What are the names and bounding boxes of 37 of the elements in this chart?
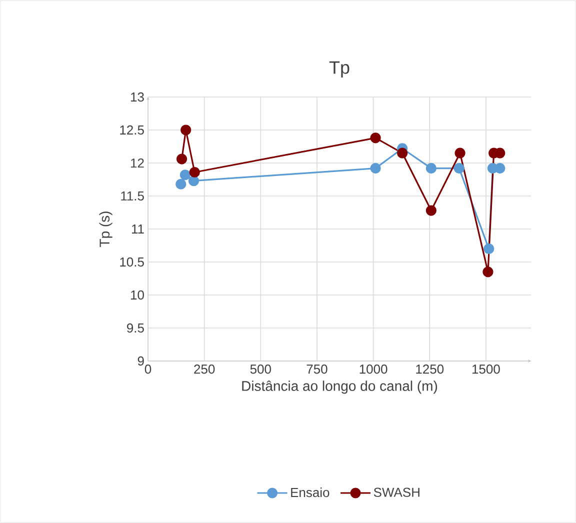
y-tick-label: 11.5 — [121, 191, 144, 201]
y-axis-title: Tp (s) — [99, 212, 112, 247]
point — [180, 170, 190, 180]
point — [370, 132, 381, 144]
x-tick-label: 250 — [194, 364, 215, 374]
point — [426, 205, 436, 216]
x-tick-label: 1250 — [416, 364, 444, 374]
y-tick-label: 11 — [132, 224, 144, 234]
legend-label: Ensaio — [291, 488, 330, 498]
x-tick-label: 500 — [250, 364, 271, 374]
point — [482, 266, 494, 278]
y-tick-label: 9 — [138, 356, 144, 366]
legend-label: SWASH — [374, 488, 420, 497]
point — [188, 176, 200, 186]
y-tick-label: 10 — [130, 290, 144, 300]
chart-title: Tp — [329, 61, 350, 78]
point — [397, 148, 408, 158]
point — [370, 162, 381, 174]
x-axis-title: Distância ao longo do canal (m) — [242, 380, 438, 394]
point — [454, 162, 464, 174]
point — [484, 244, 494, 254]
y-tick-label: 10.5 — [120, 257, 144, 267]
point — [180, 124, 192, 136]
y-tick-label: 13 — [130, 92, 144, 102]
x-tick-label: 0 — [144, 364, 152, 374]
point — [176, 154, 188, 164]
y-tick-label: 12.5 — [120, 125, 144, 135]
point — [189, 166, 200, 178]
point — [454, 148, 466, 158]
point — [176, 178, 186, 190]
x-tick-label: 1000 — [360, 364, 388, 374]
y-tick-label: 12 — [130, 158, 144, 168]
x-tick-label: 750 — [306, 364, 328, 374]
point — [426, 162, 436, 174]
x-tick-label: 1500 — [472, 364, 500, 374]
y-tick-label: 9.5 — [127, 323, 144, 333]
point — [494, 162, 506, 174]
